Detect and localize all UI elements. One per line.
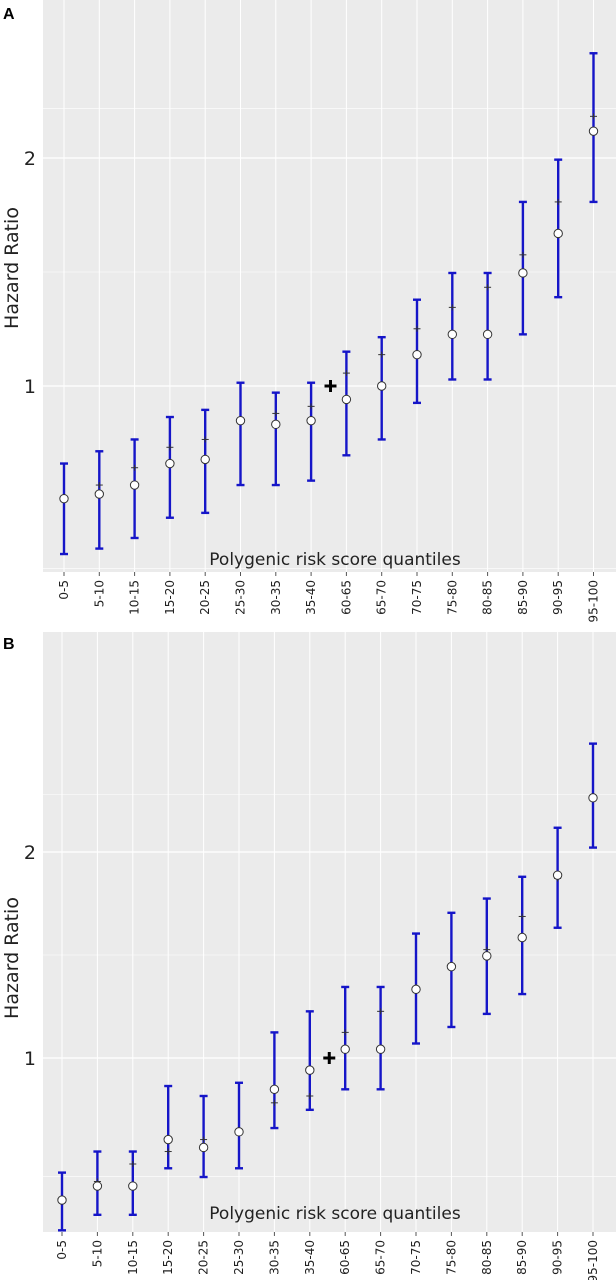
estimate-point — [517, 932, 527, 943]
panel-a-y-ticks: 12 — [24, 148, 36, 398]
panel-a-letter: A — [3, 6, 15, 23]
x-tick-label: 60-65 — [338, 1240, 352, 1275]
estimate-point — [518, 268, 528, 278]
estimate-point — [306, 415, 316, 426]
x-tick-label: 15-20 — [161, 1240, 175, 1275]
estimate-point — [412, 349, 422, 360]
estimate-point — [482, 951, 492, 961]
x-tick-label: 30-35 — [269, 580, 283, 615]
estimate-point — [94, 489, 105, 499]
x-tick-label: 10-15 — [126, 1240, 140, 1275]
panel-a: A Hazard Ratio 12 Polygenic risk score q… — [1, 0, 616, 623]
panel-b-plot-background — [43, 632, 616, 1232]
x-tick-label: 80-85 — [480, 1240, 494, 1275]
panel-a-marks — [59, 52, 599, 556]
x-tick-label: 35-40 — [303, 1240, 317, 1275]
estimate-point — [341, 394, 352, 405]
estimate-point — [128, 1181, 138, 1191]
estimate-point — [129, 480, 140, 490]
estimate-point — [411, 984, 421, 995]
x-tick-label: 5-10 — [90, 1240, 104, 1267]
y-tick-label: 1 — [24, 1048, 36, 1070]
x-tick-label: 65-70 — [374, 1240, 388, 1275]
panel-b-marks — [57, 742, 598, 1232]
x-tick-label: 65-70 — [375, 580, 389, 615]
estimate-point — [235, 415, 246, 426]
estimate-point — [377, 381, 387, 391]
x-tick-label: 15-20 — [163, 580, 177, 615]
estimate-point — [57, 1195, 67, 1205]
panel-a-plot-background — [43, 0, 616, 572]
x-tick-label: 25-30 — [234, 580, 248, 615]
x-tick-label: 70-75 — [409, 1240, 423, 1275]
panel-b: B Hazard Ratio 12 Polygenic risk score q… — [1, 632, 616, 1280]
x-tick-label: 10-15 — [128, 580, 142, 615]
x-tick-label: 75-80 — [445, 580, 459, 615]
y-tick-label: 2 — [24, 842, 36, 864]
estimate-point — [59, 493, 69, 504]
estimate-point — [553, 228, 563, 239]
estimate-point — [200, 454, 210, 465]
x-tick-label: 85-90 — [516, 580, 530, 615]
panel-b-y-axis-label: Hazard Ratio — [1, 897, 23, 1019]
x-tick-label: 5-10 — [92, 580, 106, 607]
panel-b-x-ticks: 0-5 5-10 10-15 15-20 20-25 25-30 30-35 35-40 60-… — [55, 1232, 600, 1280]
panel-b-letter: B — [3, 636, 15, 653]
panel-b-y-ticks: 12 — [24, 842, 36, 1070]
x-tick-label: 60-65 — [339, 580, 353, 615]
y-tick-label: 1 — [24, 376, 36, 398]
y-tick-label: 2 — [24, 148, 36, 170]
estimate-point — [340, 1044, 350, 1054]
x-tick-label: 90-95 — [551, 580, 565, 615]
estimate-point — [198, 1142, 209, 1153]
x-tick-label: 20-25 — [198, 580, 212, 615]
estimate-point — [305, 1065, 315, 1075]
estimate-point — [269, 1084, 280, 1095]
estimate-point — [447, 329, 457, 340]
estimate-point — [552, 870, 563, 880]
estimate-point — [482, 329, 493, 340]
estimate-point — [446, 961, 457, 972]
x-tick-label: 85-90 — [515, 1240, 529, 1275]
panel-a-x-ticks: 0-5 5-10 10-15 15-20 20-25 25-30 30-35 35-40 60-… — [57, 572, 601, 623]
x-tick-label: 70-75 — [410, 580, 424, 615]
estimate-point — [588, 126, 599, 136]
x-tick-label: 0-5 — [55, 1240, 69, 1260]
x-tick-label: 0-5 — [57, 580, 71, 600]
estimate-point — [271, 419, 281, 430]
estimate-point — [92, 1181, 103, 1191]
estimate-point — [165, 458, 175, 469]
x-tick-label: 95-100 — [587, 580, 601, 623]
x-tick-label: 90-95 — [551, 1240, 565, 1275]
estimate-point — [234, 1127, 244, 1137]
x-tick-label: 75-80 — [444, 1240, 458, 1275]
x-tick-label: 35-40 — [304, 580, 318, 615]
panel-a-x-axis-title: Polygenic risk score quantiles — [209, 550, 461, 570]
x-tick-label: 25-30 — [232, 1240, 246, 1275]
x-tick-label: 20-25 — [197, 1240, 211, 1275]
estimate-point — [588, 793, 598, 803]
estimate-point — [163, 1134, 173, 1145]
x-tick-label: 80-85 — [481, 580, 495, 615]
x-tick-label: 95-100 — [586, 1240, 600, 1280]
estimate-point — [375, 1044, 386, 1054]
x-tick-label: 30-35 — [267, 1240, 281, 1275]
panel-a-y-axis-label: Hazard Ratio — [1, 207, 23, 329]
panel-b-x-axis-title: Polygenic risk score quantiles — [209, 1204, 461, 1224]
